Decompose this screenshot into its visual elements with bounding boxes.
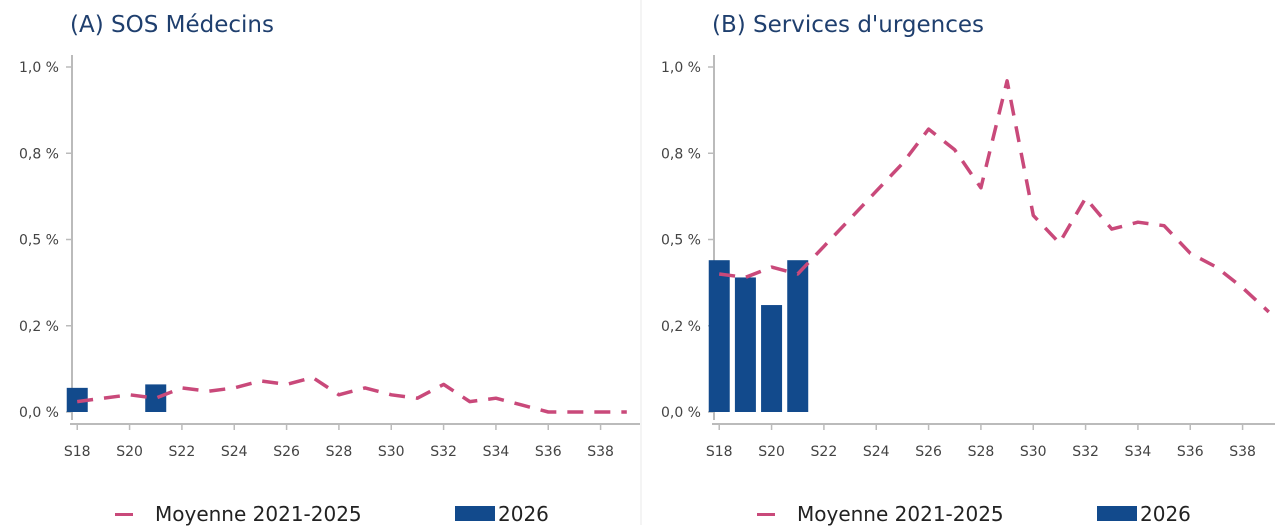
x-tick-label: S26: [915, 444, 942, 460]
x-tick-label: S18: [706, 444, 733, 460]
chart-title: (A) SOS Médecins: [70, 12, 274, 38]
legend-bar-label: 2026: [498, 502, 549, 526]
x-tick-label: S22: [169, 444, 196, 460]
legend-line-label: Moyenne 2021-2025: [797, 502, 1004, 526]
chart-plot-services-urgences: 0,0 % 0,2 % 0,5 % 0,8 % 1,0 % S18 S20 S22 S24 S26…: [661, 55, 1275, 460]
x-tick-label: S20: [758, 444, 785, 460]
y-tick-label: 1,0 %: [661, 60, 701, 76]
panel-divider: [640, 0, 642, 525]
legend: Moyenne 2021-2025 2026: [0, 500, 640, 526]
y-tick-label: 0,8 %: [19, 146, 59, 162]
x-tick-label: S28: [968, 444, 995, 460]
x-tick-label: S32: [430, 444, 457, 460]
x-tick-label: S32: [1072, 444, 1099, 460]
bar-2026: [787, 260, 809, 412]
legend-bar-label: 2026: [1140, 502, 1191, 526]
legend-bar-swatch: [1097, 506, 1137, 521]
bar-2026: [734, 277, 756, 412]
panel-services-urgences: (B) Services d'urgences 0,0 % 0,2 % 0,5 % 0…: [642, 0, 1275, 526]
legend-bar-swatch: [455, 506, 495, 521]
chart-title: (B) Services d'urgences: [712, 12, 984, 38]
legend: Moyenne 2021-2025 2026: [642, 500, 1275, 526]
x-tick-label: S34: [483, 444, 510, 460]
y-tick-label: 0,0 %: [661, 405, 701, 421]
x-tick-label: S38: [1229, 444, 1256, 460]
x-tick-label: S20: [116, 444, 143, 460]
y-tick-label: 0,5 %: [19, 233, 59, 249]
y-tick-label: 0,2 %: [661, 319, 701, 335]
x-tick-label: S18: [64, 444, 91, 460]
x-tick-label: S24: [863, 444, 890, 460]
x-tick-label: S36: [1177, 444, 1204, 460]
series-line-moyenne: [718, 79, 1270, 314]
panel-sos-medecins: (A) SOS Médecins 0,0 % 0,2 % 0,5 % 0,8 % 1,0…: [0, 12, 640, 526]
y-tick-label: 1,0 %: [19, 60, 59, 76]
y-tick-label: 0,8 %: [661, 146, 701, 162]
x-tick-label: S38: [587, 444, 614, 460]
x-tick-label: S30: [378, 444, 405, 460]
bar-2026: [761, 305, 783, 412]
x-tick-label: S28: [326, 444, 353, 460]
bar-2026: [145, 384, 167, 412]
x-tick-label: S26: [273, 444, 300, 460]
legend-line-swatch: [115, 513, 133, 516]
x-tick-label: S34: [1125, 444, 1152, 460]
y-tick-label: 0,5 %: [661, 233, 701, 249]
legend-line-label: Moyenne 2021-2025: [155, 502, 362, 526]
x-tick-label: S24: [221, 444, 248, 460]
x-tick-label: S22: [811, 444, 838, 460]
bar-2026: [708, 260, 730, 412]
y-tick-label: 0,0 %: [19, 405, 59, 421]
x-tick-label: S30: [1020, 444, 1047, 460]
x-tick-label: S36: [535, 444, 562, 460]
legend-line-swatch: [757, 513, 775, 516]
y-tick-label: 0,2 %: [19, 319, 59, 335]
chart-plot-sos-medecins: 0,0 % 0,2 % 0,5 % 0,8 % 1,0 % S18 S20 S22 S24 S26…: [19, 55, 640, 460]
series-line-moyenne: [76, 375, 627, 414]
